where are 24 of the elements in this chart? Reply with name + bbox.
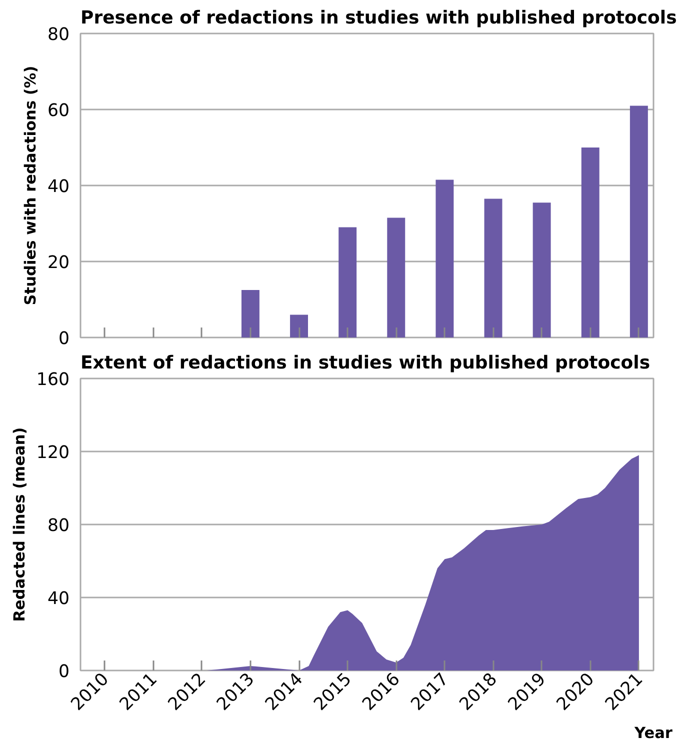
y-tick-label: 120 [36, 443, 70, 463]
bar [338, 227, 357, 338]
bar [532, 202, 551, 338]
bar [387, 218, 406, 338]
bar [581, 148, 600, 338]
y-tick-label: 80 [47, 516, 70, 536]
y-tick-label: 80 [47, 25, 70, 45]
y-tick-label: 60 [47, 101, 70, 121]
y-tick-label: 40 [47, 589, 70, 609]
x-axis-title: Year [634, 724, 673, 742]
bar [484, 198, 502, 338]
y-tick-label: 40 [47, 177, 70, 197]
bar [630, 106, 648, 338]
bar [241, 290, 260, 338]
chart-title: Presence of redactions in studies with published protocols [80, 8, 677, 28]
bar [436, 180, 454, 338]
y-tick-label: 20 [47, 253, 70, 273]
y-axis-title: Studies with redactions (%) [21, 66, 40, 306]
y-tick-label: 0 [58, 329, 70, 349]
y-axis-title: Redacted lines (mean) [10, 427, 28, 622]
y-tick-label: 0 [58, 662, 70, 682]
chart-title: Extent of redactions in studies with published protocols [80, 352, 650, 374]
y-tick-label: 160 [36, 370, 70, 390]
bar [290, 314, 308, 338]
